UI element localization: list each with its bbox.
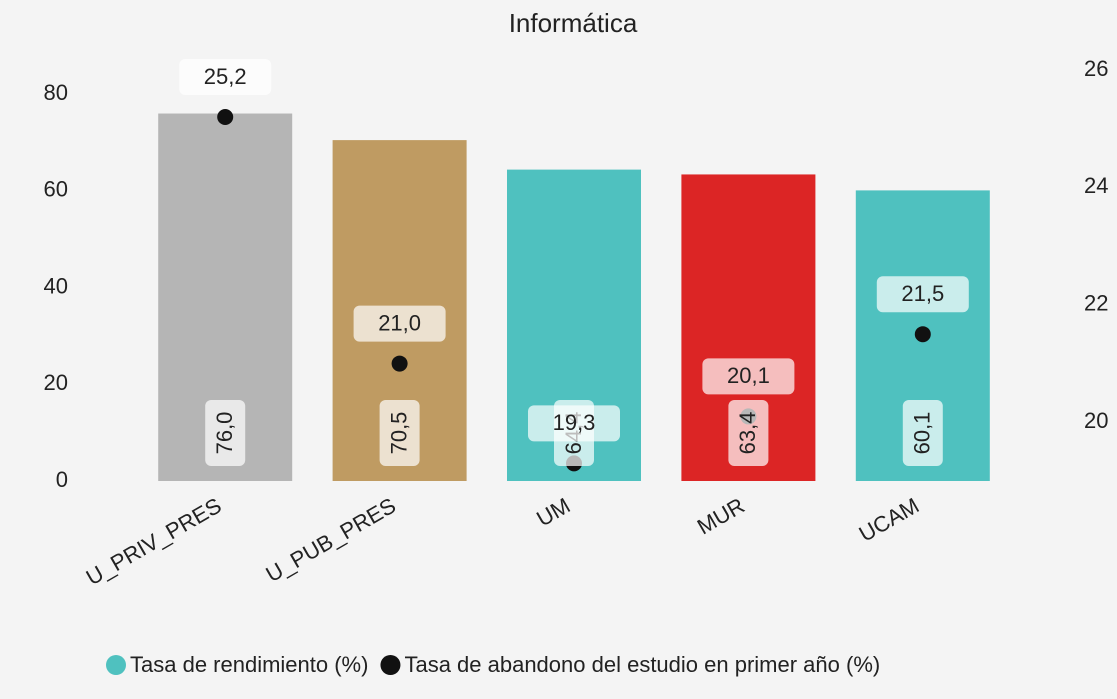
data-label: 60,1: [902, 400, 943, 466]
point: [391, 355, 408, 372]
y-tick-label: 40: [44, 273, 68, 298]
data-label-text: 21,5: [901, 281, 944, 306]
data-label: 20,1: [702, 358, 795, 395]
y2-tick-label: 24: [1084, 173, 1108, 198]
y-tick-label: 20: [44, 370, 68, 395]
y-tick-label: 60: [44, 177, 68, 202]
y2-tick-label: 26: [1084, 56, 1108, 81]
y-tick-label: 0: [56, 467, 68, 492]
data-label-background: [702, 358, 795, 395]
data-label: 21,0: [353, 305, 446, 342]
data-label-background: [179, 58, 272, 95]
data-label: 76,0: [205, 400, 246, 466]
data-label-text: 19,3: [553, 410, 596, 435]
data-label: 21,5: [876, 276, 969, 313]
data-label-text: 25,2: [204, 64, 247, 89]
data-label-text: 70,5: [386, 412, 411, 455]
y2-tick-label: 20: [1084, 408, 1108, 433]
data-label-background: [902, 400, 943, 466]
legend: Tasa de rendimiento (%) Tasa de abandono …: [106, 652, 880, 677]
data-label-text: 63,4: [735, 412, 760, 455]
data-label-text: 20,1: [727, 363, 770, 388]
data-label-text: 21,0: [378, 310, 421, 335]
point: [914, 326, 931, 343]
data-label: 19,3: [528, 405, 620, 442]
data-label-text: 60,1: [910, 412, 935, 455]
y2-tick-label: 22: [1084, 291, 1108, 316]
legend-label: Tasa de abandono del estudio en primer a…: [404, 652, 880, 677]
y-tick-label: 80: [44, 80, 68, 105]
point: [217, 108, 234, 125]
data-label: 25,2: [179, 58, 272, 95]
legend-marker: [106, 655, 126, 675]
legend-marker: [380, 655, 401, 675]
data-label: 70,5: [379, 400, 420, 466]
data-label-background: [205, 400, 246, 466]
data-label-background: [728, 400, 769, 466]
data-label: 63,4: [728, 400, 769, 466]
data-label-text: 76,0: [212, 412, 237, 455]
data-label-background: [528, 405, 620, 442]
data-label-background: [379, 400, 420, 466]
legend-label: Tasa de rendimiento (%): [130, 652, 368, 677]
data-label-background: [876, 276, 969, 313]
data-label-background: [353, 305, 446, 342]
chart-title: Informática: [509, 8, 638, 38]
